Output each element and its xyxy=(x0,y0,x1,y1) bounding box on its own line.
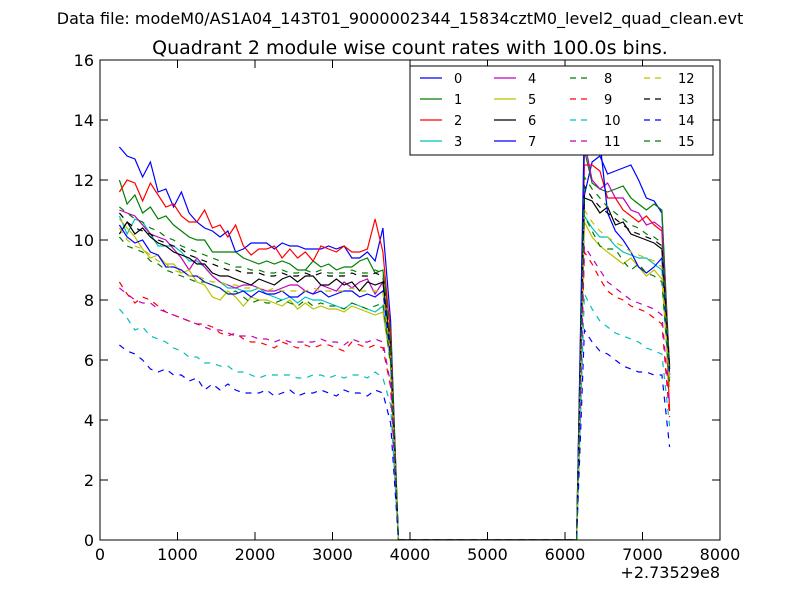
series-line-5 xyxy=(118,218,671,540)
ticks-layer: 0 1000 2000 3000 4000 5000 6000 7000 80000246810… xyxy=(74,51,741,564)
x-tick-label: 8000 xyxy=(700,545,741,564)
legend-label-10: 10 xyxy=(604,114,621,129)
legend-label-3: 3 xyxy=(454,135,462,150)
legend-label-2: 2 xyxy=(454,114,462,129)
legend-label-15: 15 xyxy=(678,135,695,150)
y-tick-label: 0 xyxy=(84,531,94,550)
series-line-15 xyxy=(119,175,671,540)
series-line-2 xyxy=(118,164,671,540)
series-line-6 xyxy=(118,197,671,540)
y-tick-label: 4 xyxy=(84,411,94,430)
series-line-9 xyxy=(118,250,671,540)
series-line-11 xyxy=(119,244,671,540)
x-tick-label: 6000 xyxy=(545,545,586,564)
legend-label-12: 12 xyxy=(678,72,695,87)
series-line-10 xyxy=(118,291,671,540)
chart-title: Quadrant 2 module wise count rates with … xyxy=(152,37,668,59)
x-tick-label: 1000 xyxy=(157,545,198,564)
legend-label-13: 13 xyxy=(678,93,695,108)
legend-box xyxy=(409,65,714,156)
y-tick-label: 16 xyxy=(74,51,94,70)
x-offset-label: +2.73529e8 xyxy=(620,563,720,582)
x-tick-label: 0 xyxy=(95,545,105,564)
series-line-3 xyxy=(118,214,671,540)
legend-label-8: 8 xyxy=(604,72,612,87)
series-line-8 xyxy=(118,215,671,540)
legend-label-7: 7 xyxy=(528,135,536,150)
x-tick-label: 7000 xyxy=(622,545,663,564)
legend-label-9: 9 xyxy=(604,93,612,108)
y-tick-label: 14 xyxy=(74,111,94,130)
x-tick-label: 5000 xyxy=(467,545,508,564)
legend-label-0: 0 xyxy=(454,72,462,87)
series-line-0 xyxy=(118,146,671,540)
y-tick-label: 2 xyxy=(84,471,94,490)
y-tick-label: 6 xyxy=(84,351,94,370)
x-tick-label: 4000 xyxy=(390,545,431,564)
x-tick-label: 3000 xyxy=(312,545,353,564)
legend-label-11: 11 xyxy=(604,135,621,150)
y-tick-label: 8 xyxy=(84,291,94,310)
y-tick-label: 12 xyxy=(74,171,94,190)
legend-label-6: 6 xyxy=(528,114,536,129)
legend-label-4: 4 xyxy=(528,72,536,87)
legend-label-1: 1 xyxy=(454,93,462,108)
legend-label-5: 5 xyxy=(528,93,536,108)
series-line-4 xyxy=(119,140,671,540)
series-line-13 xyxy=(118,184,671,540)
legend-label-14: 14 xyxy=(678,114,695,129)
series-line-14 xyxy=(119,328,671,540)
x-tick-label: 2000 xyxy=(235,545,276,564)
y-tick-label: 10 xyxy=(74,231,94,250)
series-line-7 xyxy=(118,119,671,540)
series-layer xyxy=(118,119,671,540)
suptitle: Data file: modeM0/AS1A04_143T01_90000023… xyxy=(57,9,743,29)
